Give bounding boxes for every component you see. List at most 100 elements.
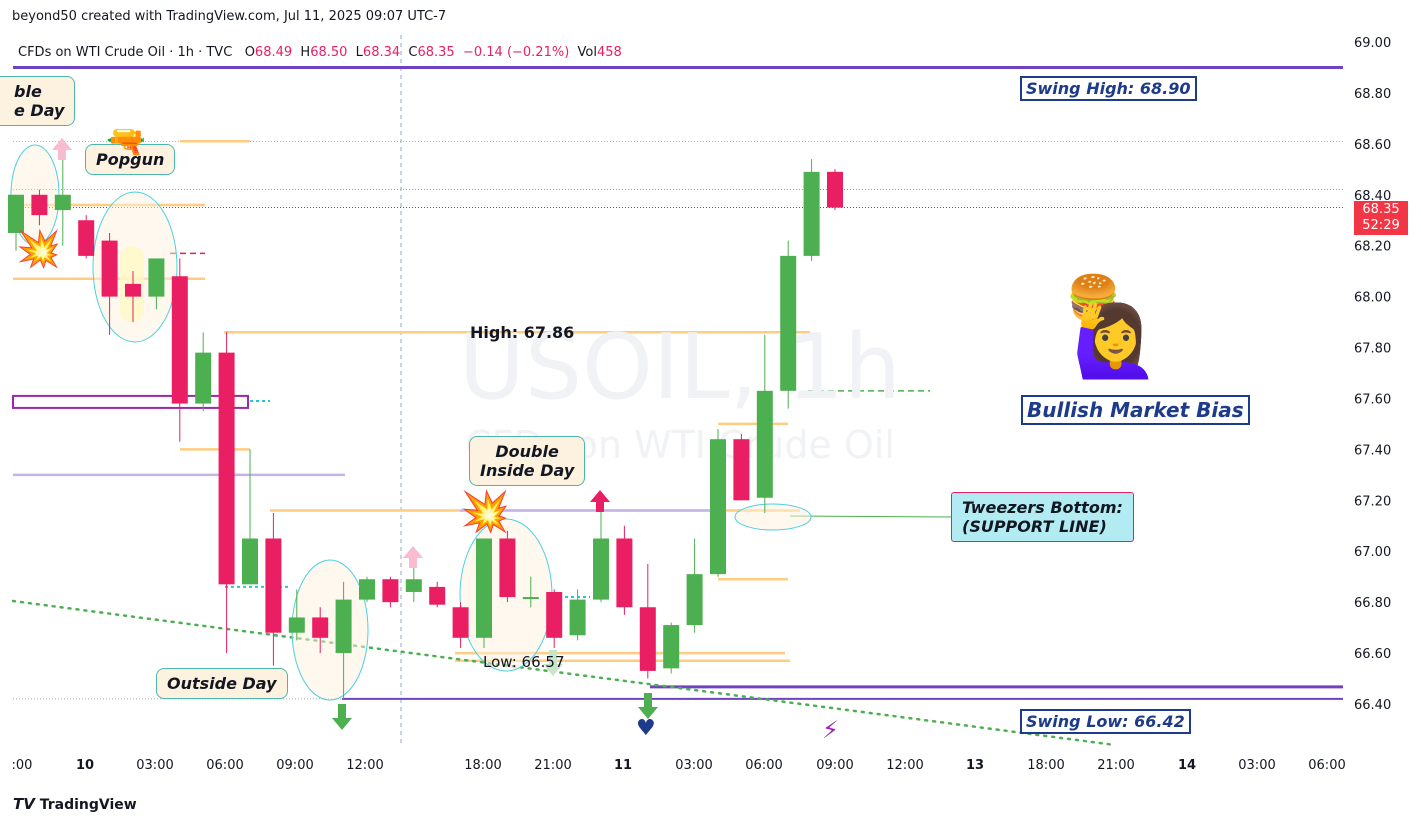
candle-body bbox=[288, 617, 305, 633]
chart-title: beyond50 created with TradingView.com, J… bbox=[12, 9, 447, 24]
y-tick-label: 67.60 bbox=[1354, 392, 1391, 407]
arrow-up-icon bbox=[403, 546, 423, 568]
x-tick-label: 18:00 bbox=[464, 758, 501, 773]
candle-body bbox=[148, 258, 165, 297]
candle-countdown: 52:29 bbox=[1362, 218, 1400, 233]
candle-body bbox=[710, 439, 726, 575]
candle-body bbox=[686, 574, 703, 626]
x-tick-label: 21:00 bbox=[1097, 758, 1134, 773]
y-tick-label: 68.20 bbox=[1354, 240, 1391, 255]
y-tick-label: 66.40 bbox=[1354, 698, 1391, 713]
y-tick-label: 68.60 bbox=[1354, 138, 1391, 153]
candle-body bbox=[546, 591, 563, 638]
current-price: 68.35 bbox=[1362, 202, 1400, 217]
x-tick-label: 09:00 bbox=[816, 758, 853, 773]
tweezers-connector bbox=[789, 515, 952, 518]
candle-body bbox=[101, 240, 118, 297]
candle-body bbox=[476, 538, 492, 638]
change-value: −0.14 (−0.21%) bbox=[462, 45, 570, 60]
tradingview-logo[interactable]: 𝙏𝙑 TradingView bbox=[13, 795, 137, 813]
swing-low-label[interactable]: Swing Low: 66.42 bbox=[1020, 709, 1191, 734]
x-tick-label: 14 bbox=[1178, 758, 1196, 773]
x-tick-label: :00 bbox=[12, 758, 33, 773]
explosion-icon: 💥 bbox=[460, 489, 510, 535]
x-tick-label: 03:00 bbox=[136, 758, 173, 773]
candle-body bbox=[733, 439, 750, 501]
candle-body bbox=[780, 255, 797, 391]
lightning-icon: ⚡ bbox=[822, 716, 839, 744]
candle-body bbox=[593, 538, 609, 600]
tweezers-bottom-label[interactable]: Tweezers Bottom: (SUPPORT LINE) bbox=[951, 492, 1134, 542]
candle-body bbox=[522, 597, 539, 600]
explosion-icon: 💥 bbox=[16, 229, 61, 270]
popgun-label[interactable]: Popgun bbox=[85, 144, 176, 175]
close-value: 68.35 bbox=[417, 45, 455, 60]
candle-body bbox=[171, 276, 188, 404]
x-tick-label: 10 bbox=[76, 758, 94, 773]
y-tick-label: 67.00 bbox=[1354, 545, 1391, 560]
candle-body bbox=[8, 194, 24, 233]
outside-day-label[interactable]: Outside Day bbox=[156, 668, 288, 699]
candle-body bbox=[756, 390, 773, 498]
woman-icon: 🙋‍♀️ bbox=[1072, 300, 1160, 382]
volume-value: 458 bbox=[597, 45, 622, 60]
candle-body bbox=[616, 538, 633, 608]
heart-icon: ♥ bbox=[636, 716, 656, 741]
x-tick-label: 18:00 bbox=[1027, 758, 1064, 773]
low-level-label: Low: 66.57 bbox=[483, 653, 565, 671]
candle-body bbox=[335, 599, 352, 654]
y-tick-label: 68.40 bbox=[1354, 189, 1391, 204]
bullish-bias-label[interactable]: Bullish Market Bias bbox=[1021, 395, 1250, 425]
candle-body bbox=[639, 607, 656, 671]
x-tick-label: 21:00 bbox=[534, 758, 571, 773]
high-level-label: High: 67.86 bbox=[470, 323, 575, 342]
x-tick-label: 06:00 bbox=[745, 758, 782, 773]
double-inside-day-label[interactable]: Double Inside Day bbox=[469, 436, 586, 486]
x-tick-label: 09:00 bbox=[276, 758, 313, 773]
trend-line bbox=[11, 599, 1117, 747]
candle-body bbox=[125, 283, 141, 297]
candle-body bbox=[429, 586, 446, 605]
pattern-ellipse bbox=[734, 503, 812, 531]
candle-body bbox=[265, 538, 282, 633]
burger-icon: 🍔 bbox=[1066, 273, 1121, 324]
x-tick-label: 03:00 bbox=[675, 758, 712, 773]
candle-body bbox=[499, 538, 516, 598]
candle-body bbox=[452, 607, 469, 638]
y-tick-label: 67.80 bbox=[1354, 342, 1391, 357]
candle-body bbox=[827, 171, 843, 208]
gun-icon: 🔫 bbox=[106, 122, 146, 160]
arrow-up-icon bbox=[590, 490, 610, 512]
candle-body bbox=[78, 220, 95, 256]
candle-body bbox=[195, 352, 212, 404]
candle-body bbox=[218, 352, 235, 585]
symbol-label[interactable]: CFDs on WTI Crude Oil · 1h · TVC bbox=[18, 45, 233, 60]
swing-high-label[interactable]: Swing High: 68.90 bbox=[1020, 76, 1197, 101]
candle-body bbox=[31, 194, 48, 216]
level-box bbox=[12, 394, 249, 409]
candle-body bbox=[242, 538, 258, 585]
arrow-down-icon bbox=[543, 650, 563, 676]
y-tick-label: 67.20 bbox=[1354, 494, 1391, 509]
arrow-down-icon bbox=[332, 704, 352, 730]
candle-body bbox=[54, 194, 71, 211]
arrow-up-icon bbox=[52, 138, 72, 160]
double-inside-day-left-label[interactable]: ble e Day bbox=[0, 76, 76, 126]
candle-body bbox=[663, 625, 680, 669]
current-price-tag: 68.35 52:29 bbox=[1354, 201, 1408, 235]
candle-body bbox=[569, 599, 586, 636]
arrow-down-icon bbox=[638, 693, 658, 719]
y-tick-label: 69.00 bbox=[1354, 36, 1391, 51]
x-tick-label: 13 bbox=[966, 758, 984, 773]
y-tick-label: 68.00 bbox=[1354, 291, 1391, 306]
x-tick-label: 06:00 bbox=[206, 758, 243, 773]
candle-body bbox=[382, 579, 399, 603]
x-tick-label: 06:00 bbox=[1308, 758, 1345, 773]
y-tick-label: 66.60 bbox=[1354, 647, 1391, 662]
open-value: 68.49 bbox=[254, 45, 293, 60]
y-tick-label: 67.40 bbox=[1354, 443, 1391, 458]
high-value: 68.50 bbox=[310, 45, 348, 60]
y-tick-label: 66.80 bbox=[1354, 596, 1391, 611]
x-tick-label: 11 bbox=[614, 758, 632, 773]
